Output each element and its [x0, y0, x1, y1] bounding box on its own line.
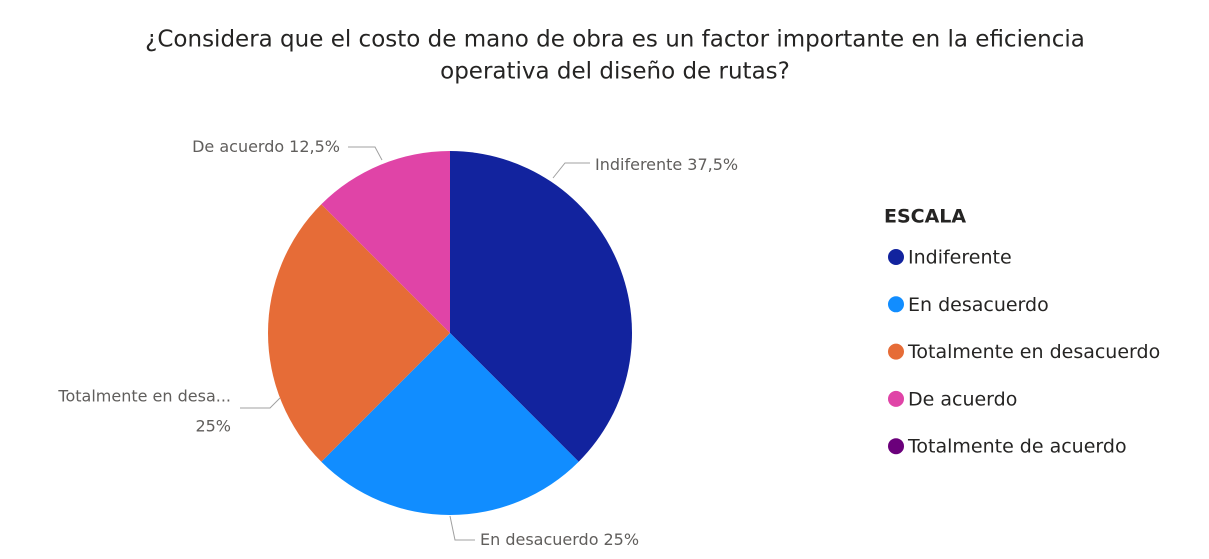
- data-label: Indiferente 37,5%: [595, 155, 738, 174]
- legend-label: Totalmente en desacuerdo: [907, 341, 1160, 363]
- leader-line: [552, 162, 590, 179]
- leader-line: [240, 397, 281, 409]
- legend-label: De acuerdo: [908, 388, 1017, 410]
- data-label-name: En desacuerdo: [480, 530, 599, 549]
- data-label-name: Totalmente en desa...: [57, 387, 231, 406]
- pie-slice: [321, 151, 450, 333]
- leader-line: [449, 515, 475, 541]
- data-label-value: 25%: [604, 530, 640, 549]
- pie-slice: [450, 151, 632, 462]
- data-label-value: 37,5%: [687, 155, 738, 174]
- chart-title: ¿Considera que el costo de mano de obra …: [145, 27, 1085, 53]
- data-label: En desacuerdo 25%: [480, 530, 639, 549]
- legend-label: En desacuerdo: [908, 294, 1049, 316]
- leader-line: [348, 146, 383, 161]
- legend-marker: [888, 343, 904, 360]
- pie-slice: [268, 204, 450, 462]
- legend-label: Indiferente: [908, 247, 1012, 269]
- legend-marker: [888, 390, 904, 407]
- legend-marker: [888, 296, 904, 313]
- pie-slice: [321, 333, 579, 515]
- data-label: De acuerdo 12,5%: [192, 137, 340, 156]
- data-label-name: De acuerdo: [192, 137, 284, 156]
- legend-marker: [888, 438, 904, 455]
- legend-marker: [888, 249, 904, 265]
- chart-title: operativa del diseño de rutas?: [440, 59, 790, 85]
- data-label-value: 12,5%: [289, 137, 340, 156]
- legend-title: ESCALA: [884, 206, 966, 228]
- data-label: 25%: [195, 417, 231, 436]
- data-label-name: Indiferente: [595, 155, 682, 174]
- legend-label: Totalmente de acuerdo: [907, 436, 1127, 458]
